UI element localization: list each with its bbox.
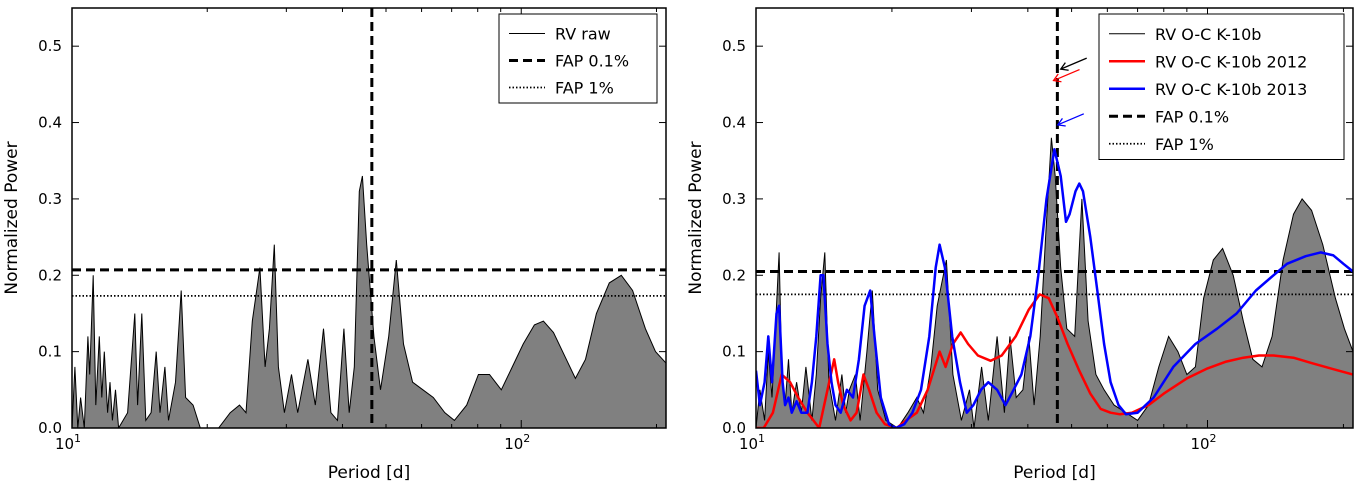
x-tick-label: 101 <box>55 432 81 453</box>
plot-frame <box>755 7 1354 429</box>
legend-label: FAP 1% <box>1155 135 1214 154</box>
plot-area <box>72 8 666 428</box>
y-tick-label: 0.5 <box>38 37 62 55</box>
arrow-shaft <box>1060 57 1087 70</box>
series-area-1 <box>756 137 1353 428</box>
y-tick-label: 0.1 <box>722 343 746 361</box>
x-tick-base: 10 <box>504 435 523 453</box>
plot-frame <box>71 7 667 429</box>
arrow-shaft <box>1053 68 1080 82</box>
legend-label: RV O-C K-10b 2013 <box>1155 80 1307 99</box>
legend-box <box>498 13 658 104</box>
plot-area <box>756 8 1353 428</box>
y-tick-label: 0.3 <box>38 190 62 208</box>
y-tick-label: 0.3 <box>722 190 746 208</box>
legend-box <box>1098 13 1345 160</box>
series-line-2 <box>756 293 1353 428</box>
peak-arrow-2 <box>1052 68 1080 83</box>
legend-label: RV O-C K-10b 2012 <box>1155 52 1307 71</box>
x-tick-label: 101 <box>739 432 765 453</box>
y-tick-label: 0.2 <box>38 266 62 284</box>
y-tick-label: 0.2 <box>722 266 746 284</box>
y-tick-label: 0.0 <box>722 419 746 437</box>
series-line-3 <box>756 148 1353 428</box>
arrow-head <box>1052 73 1062 83</box>
legend: RV O-C K-10b RV O-C K-10b 2012 RV O-C K-10… <box>1098 13 1345 160</box>
y-tick-label: 0.4 <box>722 114 746 132</box>
y-tick-label: 0.0 <box>38 419 62 437</box>
legend-label: RV raw <box>555 25 611 44</box>
arrow-head <box>1056 117 1066 127</box>
legend-label: FAP 0.1% <box>1155 107 1229 126</box>
legend-label: FAP 1% <box>555 79 614 98</box>
x-tick-exponent: 2 <box>523 432 530 445</box>
x-tick-base: 10 <box>1190 435 1209 453</box>
y-tick-label: 0.4 <box>38 114 62 132</box>
arrow-shaft <box>1057 113 1085 126</box>
series-area-1 <box>72 175 666 428</box>
x-tick-base: 10 <box>55 435 74 453</box>
legend: RV raw FAP 0.1% FAP 1% <box>498 13 658 104</box>
arrow-head <box>1059 62 1069 71</box>
x-tick-exponent: 1 <box>74 432 81 445</box>
peak-arrow-3 <box>1056 113 1085 127</box>
legend-label: RV O-C K-10b <box>1155 25 1261 44</box>
y-tick-label: 0.1 <box>38 343 62 361</box>
x-tick-label: 102 <box>504 432 530 453</box>
x-tick-exponent: 1 <box>758 432 765 445</box>
y-axis-label: Normalized Power <box>686 141 706 294</box>
y-tick-label: 0.5 <box>722 37 746 55</box>
x-tick-label: 102 <box>1190 432 1216 453</box>
x-axis-label: Period [d] <box>328 463 410 483</box>
x-tick-exponent: 2 <box>1210 432 1217 445</box>
y-axis-label: Normalized Power <box>2 141 22 294</box>
legend-label: FAP 0.1% <box>555 52 629 71</box>
x-axis-label: Period [d] <box>1013 463 1095 483</box>
x-tick-base: 10 <box>739 435 758 453</box>
peak-arrow-1 <box>1059 57 1087 71</box>
